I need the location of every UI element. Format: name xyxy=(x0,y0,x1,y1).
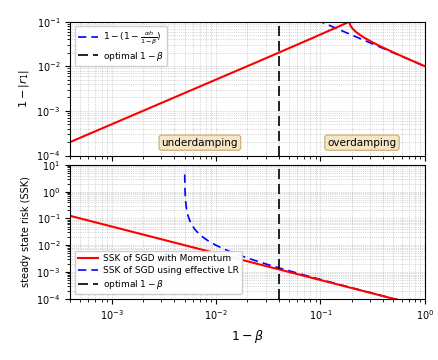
SSK of SGD with Momentum xyxy=(108,224,113,228)
Line: SSK of SGD with Momentum: SSK of SGD with Momentum xyxy=(70,216,425,307)
SSK of SGD with Momentum xyxy=(422,305,427,309)
SSK of SGD using effective LR xyxy=(415,303,420,307)
Legend: $1-(1-\frac{\alpha h}{1-\beta})$, optimal $1-\beta$: $1-(1-\frac{\alpha h}{1-\beta})$, optima… xyxy=(74,26,167,66)
SSK of SGD using effective LR xyxy=(422,305,427,309)
SSK of SGD with Momentum xyxy=(129,229,134,234)
SSK of SGD with Momentum xyxy=(377,293,382,297)
Text: overdamping: overdamping xyxy=(328,138,396,148)
SSK of SGD with Momentum xyxy=(219,252,224,257)
Line: SSK of SGD using effective LR: SSK of SGD using effective LR xyxy=(185,175,425,307)
X-axis label: $1-\beta$: $1-\beta$ xyxy=(231,328,264,345)
SSK of SGD with Momentum xyxy=(67,214,73,218)
SSK of SGD with Momentum xyxy=(415,303,420,307)
SSK of SGD using effective LR xyxy=(219,246,224,250)
optimal $1-\beta$ xyxy=(276,189,282,194)
SSK of SGD using effective LR xyxy=(204,237,209,242)
SSK of SGD using effective LR xyxy=(377,293,382,297)
Y-axis label: $1-|r_1|$: $1-|r_1|$ xyxy=(17,69,31,108)
SSK of SGD with Momentum xyxy=(204,248,209,253)
Y-axis label: steady state risk (SSK): steady state risk (SSK) xyxy=(21,176,31,287)
Text: underdamping: underdamping xyxy=(162,138,238,148)
Legend: SSK of SGD with Momentum, SSK of SGD using effective LR, optimal $1-\beta$: SSK of SGD with Momentum, SSK of SGD usi… xyxy=(74,251,242,294)
